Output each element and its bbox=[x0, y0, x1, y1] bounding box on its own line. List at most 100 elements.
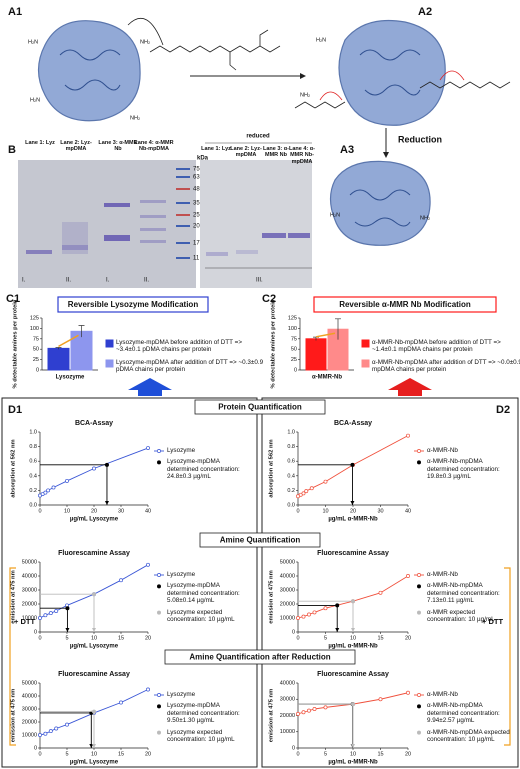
x-tick-label: 10 bbox=[91, 751, 97, 757]
y-axis-label: % detectable amines per protein bbox=[13, 299, 19, 388]
x-axis-label: µg/mL Lysozyme bbox=[70, 644, 119, 650]
y-tick-label: 25 bbox=[291, 357, 297, 363]
chart-title: Fluorescamine Assay bbox=[317, 550, 389, 557]
data-point bbox=[350, 462, 355, 467]
data-point bbox=[307, 612, 311, 617]
data-point bbox=[378, 590, 383, 595]
data-point bbox=[301, 614, 306, 619]
legend-label-box: Lysozyme expected concentration: 10 µg/m… bbox=[167, 608, 235, 623]
y-tick-label: 0 bbox=[292, 629, 295, 635]
x-tick-label: 20 bbox=[350, 508, 356, 514]
guide-line bbox=[40, 712, 92, 748]
legend-label: Lysozyme-mpDMA determined concentration:… bbox=[167, 702, 240, 725]
y-tick-label: 50 bbox=[33, 347, 39, 353]
lane-label: Lane 2: Lyz-mpDMA bbox=[60, 140, 92, 153]
y-axis-label: emission at 475 nm bbox=[269, 570, 275, 623]
panel-label: C1 bbox=[6, 293, 20, 305]
group-label: III. bbox=[256, 278, 263, 284]
legend-label-box: Lysozyme bbox=[167, 571, 195, 578]
y-tick-label: 0 bbox=[292, 745, 295, 751]
data-point bbox=[312, 707, 317, 711]
legend-marker bbox=[157, 573, 161, 577]
x-tick-label: 5 bbox=[324, 751, 327, 757]
gel-bands bbox=[26, 200, 310, 256]
y-tick-label: 50 bbox=[291, 347, 297, 353]
data-point bbox=[304, 489, 309, 494]
data-point bbox=[65, 606, 70, 611]
y-tick-label: 0 bbox=[34, 629, 37, 635]
legend-label: α-MMR expected concentration: 10 µg/mL bbox=[427, 608, 495, 623]
y-tick-label: 1.0 bbox=[29, 429, 37, 435]
data-point bbox=[54, 609, 59, 613]
data-point bbox=[38, 733, 42, 737]
legend-marker bbox=[157, 730, 161, 735]
section-box bbox=[164, 649, 356, 665]
legend-label: Lysozyme-mpDMA before addition of DTT =>… bbox=[116, 339, 242, 354]
data-point bbox=[296, 711, 300, 716]
change-arrow bbox=[315, 332, 336, 338]
data-point bbox=[92, 592, 96, 597]
legend-label: Lysozyme expected concentration: 10 µg/m… bbox=[167, 608, 235, 623]
gel-reduced bbox=[200, 160, 312, 288]
y-tick-label: 50000 bbox=[280, 559, 295, 565]
x-axis-label: µg/mL Lysozyme bbox=[70, 760, 119, 766]
section-title: Amine Quantification after Reduction bbox=[189, 653, 330, 662]
y-tick-label: 40000 bbox=[280, 573, 295, 579]
group-label: II. bbox=[66, 278, 71, 284]
y-axis-label: absorption at 562 nm bbox=[11, 439, 17, 497]
x-tick-label: 10 bbox=[350, 751, 356, 757]
y-tick-label: 10000 bbox=[22, 732, 37, 738]
y-tick-label: 100 bbox=[288, 326, 297, 332]
y-tick-label: 40000 bbox=[280, 680, 295, 686]
y-tick-label: 0.2 bbox=[287, 488, 295, 494]
x-tick-label: 0 bbox=[296, 751, 299, 757]
marker-label: 63 bbox=[193, 175, 200, 181]
legend-label: α-MMR-Nb-mpDMA determined concentration:… bbox=[427, 702, 500, 725]
y-tick-label: 1.0 bbox=[287, 429, 295, 435]
data-point bbox=[146, 562, 150, 567]
panel-label: A2 bbox=[418, 6, 432, 18]
data-point bbox=[48, 611, 53, 616]
legend-swatch bbox=[105, 359, 114, 368]
chart-title: Fluorescamine Assay bbox=[58, 671, 130, 678]
legend-label-box: α-MMR-Nb-mpDMA determined concentration:… bbox=[427, 582, 500, 604]
legend-label-box: α-MMR-Nb bbox=[427, 571, 458, 578]
y-tick-label: 20000 bbox=[280, 713, 295, 719]
data-point bbox=[104, 462, 109, 467]
data-point bbox=[351, 702, 355, 707]
bar bbox=[47, 347, 70, 371]
x-tick-label: 5 bbox=[324, 635, 327, 641]
y-tick-label: 0.8 bbox=[29, 444, 37, 450]
legend-label-box: α-MMR-Nb-mpDMA before addition of DTT =>… bbox=[372, 339, 501, 353]
data-point bbox=[146, 446, 150, 451]
legend-label-box: Lysozyme-mpDMA before addition of DTT =>… bbox=[116, 339, 242, 354]
reaction-arrow bbox=[190, 73, 306, 79]
d2-frame bbox=[261, 397, 519, 768]
guide-line bbox=[298, 604, 338, 632]
data-point bbox=[43, 613, 48, 618]
y-tick-label: 0.0 bbox=[287, 502, 295, 508]
data-point bbox=[146, 687, 150, 692]
x-axis-label: µg/mL α-MMR-Nb bbox=[328, 644, 378, 650]
lane-label: Lane 4: α-MMR Nb-mpDMA bbox=[134, 140, 174, 153]
x-tick-label: 20 bbox=[405, 751, 411, 757]
data-point bbox=[301, 491, 306, 496]
guide-line bbox=[40, 464, 108, 505]
x-tick-label: 10 bbox=[322, 508, 328, 514]
y-tick-label: 125 bbox=[30, 315, 39, 321]
x-tick-label: Lysozyme bbox=[56, 375, 85, 381]
y-axis-label: % detectable amines per protein bbox=[271, 299, 277, 388]
x-tick-label: 20 bbox=[145, 751, 151, 757]
x-tick-label: 10 bbox=[64, 508, 70, 514]
group-label: I. bbox=[22, 278, 26, 284]
guide-arrow bbox=[92, 744, 96, 748]
legend-label: Lysozyme-mpDMA after addition of DTT => … bbox=[116, 359, 264, 374]
legend-marker bbox=[417, 584, 421, 589]
x-tick-label: 40 bbox=[405, 508, 411, 514]
data-point bbox=[309, 486, 314, 491]
y-tick-label: 0.8 bbox=[287, 444, 295, 450]
error-bar bbox=[55, 347, 62, 350]
y-tick-label: 25 bbox=[33, 357, 39, 363]
x-tick-label: 20 bbox=[405, 635, 411, 641]
